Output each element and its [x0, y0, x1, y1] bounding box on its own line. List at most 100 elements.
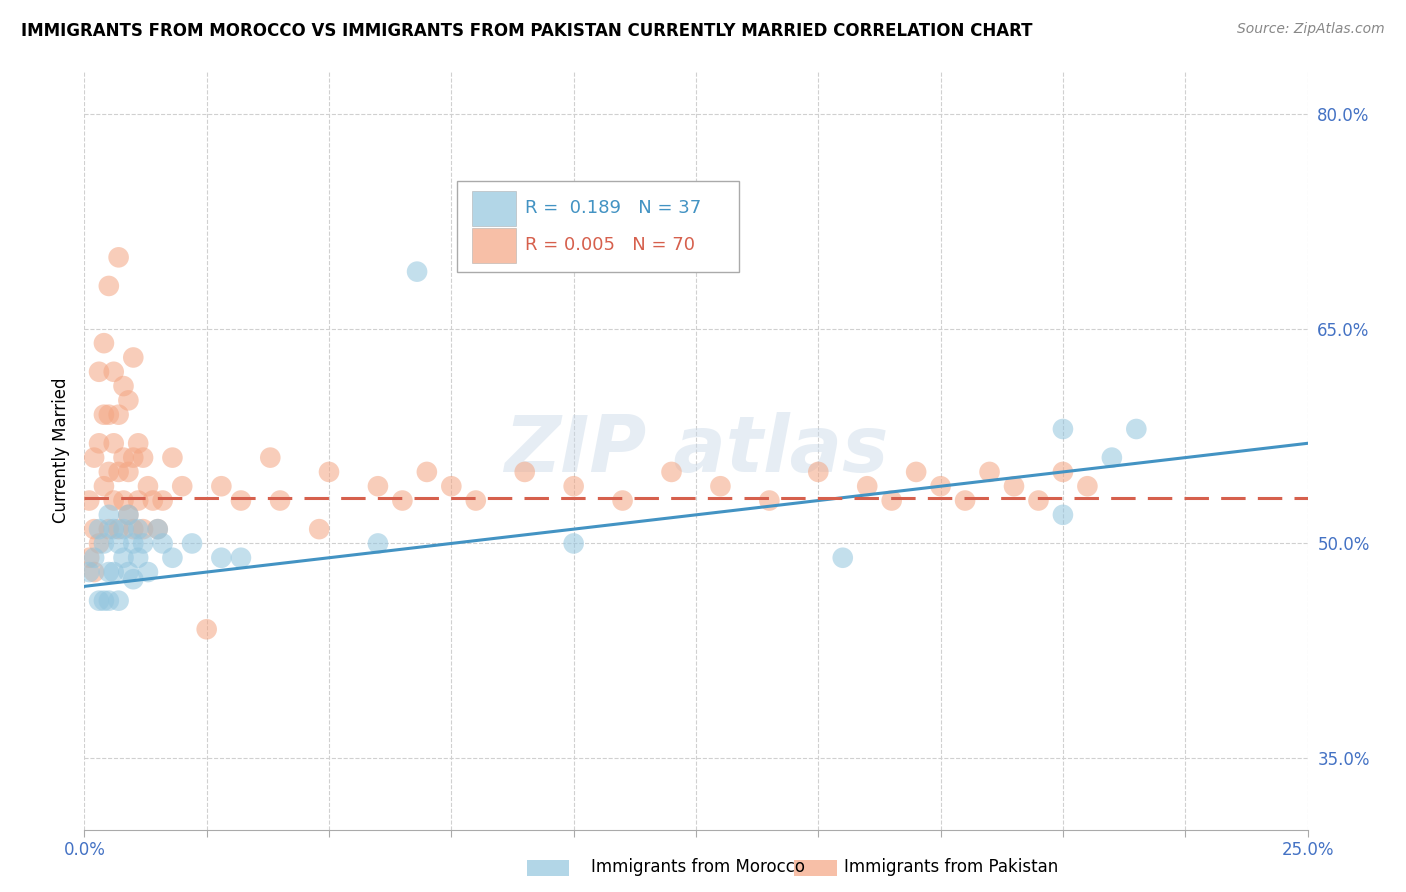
Point [162, 450, 184, 465]
Point [229, 550, 252, 565]
Point [97, 508, 120, 522]
Point [308, 522, 330, 536]
Point [181, 536, 204, 550]
Point [107, 522, 129, 536]
Point [416, 465, 439, 479]
Point [661, 465, 683, 479]
Point [112, 379, 135, 393]
Point [112, 550, 135, 565]
Point [152, 493, 174, 508]
Point [97, 565, 120, 579]
Point [77, 550, 100, 565]
Text: R = 0.005   N = 70: R = 0.005 N = 70 [524, 236, 695, 254]
Text: Source: ZipAtlas.com: Source: ZipAtlas.com [1237, 22, 1385, 37]
Point [953, 493, 976, 508]
Point [127, 436, 149, 450]
Text: ZIP atlas: ZIP atlas [503, 412, 889, 489]
Point [77, 493, 100, 508]
Point [1002, 479, 1025, 493]
Point [117, 465, 139, 479]
Point [127, 493, 149, 508]
Point [103, 436, 125, 450]
Text: Immigrants from Pakistan: Immigrants from Pakistan [844, 858, 1057, 876]
Point [367, 479, 389, 493]
Point [93, 536, 115, 550]
Point [136, 565, 159, 579]
Point [83, 565, 105, 579]
Point [1052, 508, 1074, 522]
Point [269, 493, 291, 508]
Point [83, 450, 105, 465]
Point [562, 479, 585, 493]
Point [318, 465, 340, 479]
Point [1052, 422, 1074, 436]
Point [146, 522, 169, 536]
Point [103, 493, 125, 508]
Point [117, 565, 139, 579]
Point [93, 336, 115, 351]
FancyBboxPatch shape [472, 227, 516, 262]
Point [880, 493, 903, 508]
Point [112, 522, 135, 536]
Point [97, 593, 120, 607]
Point [122, 572, 145, 586]
Y-axis label: Currently Married: Currently Married [52, 377, 70, 524]
Point [172, 479, 194, 493]
Point [209, 479, 232, 493]
Point [136, 479, 159, 493]
FancyBboxPatch shape [457, 181, 738, 272]
Point [87, 593, 110, 607]
Point [83, 522, 105, 536]
Point [103, 565, 125, 579]
Point [122, 351, 145, 365]
Point [107, 250, 129, 264]
Point [152, 536, 174, 550]
Point [103, 365, 125, 379]
Point [142, 493, 165, 508]
Point [87, 436, 110, 450]
Point [87, 365, 110, 379]
Point [127, 550, 149, 565]
Point [612, 493, 634, 508]
Point [83, 550, 105, 565]
Point [905, 465, 928, 479]
FancyBboxPatch shape [472, 191, 516, 226]
Point [229, 493, 252, 508]
Text: R =  0.189   N = 37: R = 0.189 N = 37 [524, 200, 702, 218]
Point [97, 465, 120, 479]
Point [107, 408, 129, 422]
Point [831, 550, 853, 565]
Point [406, 265, 429, 279]
Point [709, 479, 731, 493]
Point [195, 622, 218, 636]
Point [103, 522, 125, 536]
Point [112, 450, 135, 465]
Point [107, 465, 129, 479]
Point [107, 593, 129, 607]
Point [807, 465, 830, 479]
Point [162, 550, 184, 565]
Point [87, 536, 110, 550]
Point [259, 450, 281, 465]
Point [97, 279, 120, 293]
Point [127, 522, 149, 536]
Point [107, 536, 129, 550]
Point [391, 493, 413, 508]
Text: IMMIGRANTS FROM MOROCCO VS IMMIGRANTS FROM PAKISTAN CURRENTLY MARRIED CORRELATIO: IMMIGRANTS FROM MOROCCO VS IMMIGRANTS FR… [21, 22, 1032, 40]
Point [93, 593, 115, 607]
Text: Immigrants from Morocco: Immigrants from Morocco [591, 858, 804, 876]
Point [513, 465, 536, 479]
Point [132, 522, 155, 536]
Point [97, 522, 120, 536]
Point [117, 393, 139, 408]
Point [117, 508, 139, 522]
Point [979, 465, 1001, 479]
Point [87, 522, 110, 536]
Point [122, 522, 145, 536]
Point [112, 493, 135, 508]
Point [97, 408, 120, 422]
Point [93, 408, 115, 422]
Point [77, 565, 100, 579]
Point [1076, 479, 1098, 493]
Point [758, 493, 780, 508]
